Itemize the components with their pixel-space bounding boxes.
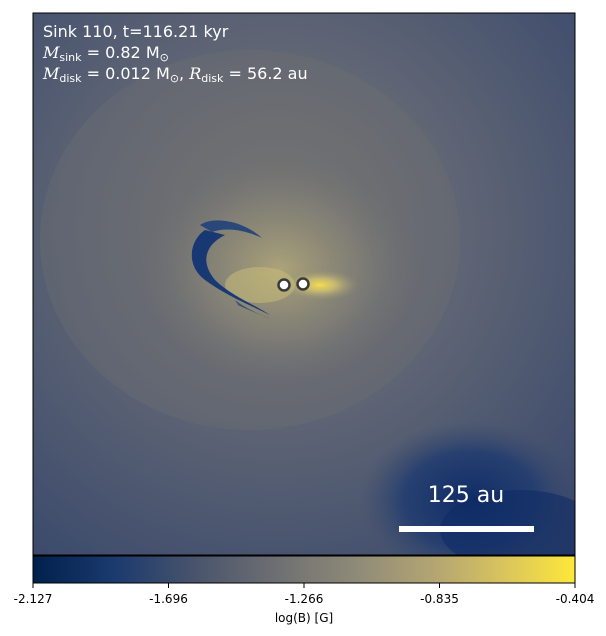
- colorbar-tick-label: -0.835: [420, 592, 459, 606]
- colorbar-label: log(B) [G]: [274, 611, 334, 625]
- sink-right-marker: [296, 277, 310, 291]
- field-map: [33, 13, 575, 555]
- sink-time-label: Sink 110, t=116.21 kyr: [43, 22, 229, 41]
- m-disk-symbol: M: [43, 64, 60, 83]
- r-disk-subscript: disk: [201, 72, 224, 85]
- annotation-line-3: Mdisk = 0.012 M⊙, Rdisk = 56.2 au: [43, 63, 308, 89]
- colorbar-ticks: [32, 583, 576, 588]
- separator: ,: [179, 64, 190, 83]
- colorbar-tick-label: -0.404: [555, 592, 595, 606]
- sink-left-marker: [277, 278, 291, 292]
- m-sink-symbol: M: [43, 43, 60, 62]
- panel-frame: [32, 12, 576, 556]
- m-disk-subscript: disk: [59, 72, 82, 85]
- m-disk-value: = 0.012 M: [81, 64, 170, 83]
- m-sink-unit-subscript: ⊙: [159, 51, 169, 64]
- annotation-line-1: Sink 110, t=116.21 kyr: [43, 21, 228, 42]
- m-disk-unit-subscript: ⊙: [169, 72, 180, 85]
- scale-bar: [399, 526, 534, 532]
- colorbar-tick-label: -1.266: [284, 592, 324, 606]
- colorbar: [32, 555, 576, 584]
- annotation-line-2: Msink = 0.82 M⊙: [43, 42, 169, 68]
- scale-bar-label: 125 au: [427, 483, 505, 508]
- r-disk-symbol: R: [189, 64, 202, 83]
- m-sink-value: = 0.82 M: [81, 43, 160, 62]
- colorbar-tick-label: -2.127: [13, 592, 53, 606]
- colorbar-tick-label: -1.696: [149, 592, 188, 606]
- r-disk-value: = 56.2 au: [223, 64, 308, 83]
- m-sink-subscript: sink: [59, 51, 82, 64]
